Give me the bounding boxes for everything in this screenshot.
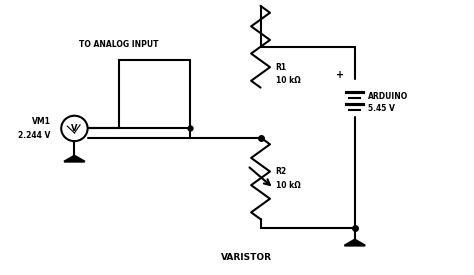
Text: 10 kΩ: 10 kΩ — [276, 181, 301, 190]
Text: VARISTOR: VARISTOR — [221, 253, 272, 262]
Text: ARDUINO: ARDUINO — [368, 92, 408, 101]
Text: 5.45 V: 5.45 V — [368, 103, 395, 112]
Text: +: + — [336, 70, 344, 80]
Text: R1: R1 — [276, 63, 287, 72]
Text: V: V — [71, 124, 78, 133]
Text: 10 kΩ: 10 kΩ — [276, 76, 301, 85]
Polygon shape — [345, 240, 365, 246]
Text: 2.244 V: 2.244 V — [18, 131, 51, 140]
Text: R2: R2 — [276, 167, 287, 176]
Text: TO ANALOG INPUT: TO ANALOG INPUT — [80, 40, 159, 49]
Text: VM1: VM1 — [32, 117, 51, 126]
Polygon shape — [64, 156, 85, 162]
